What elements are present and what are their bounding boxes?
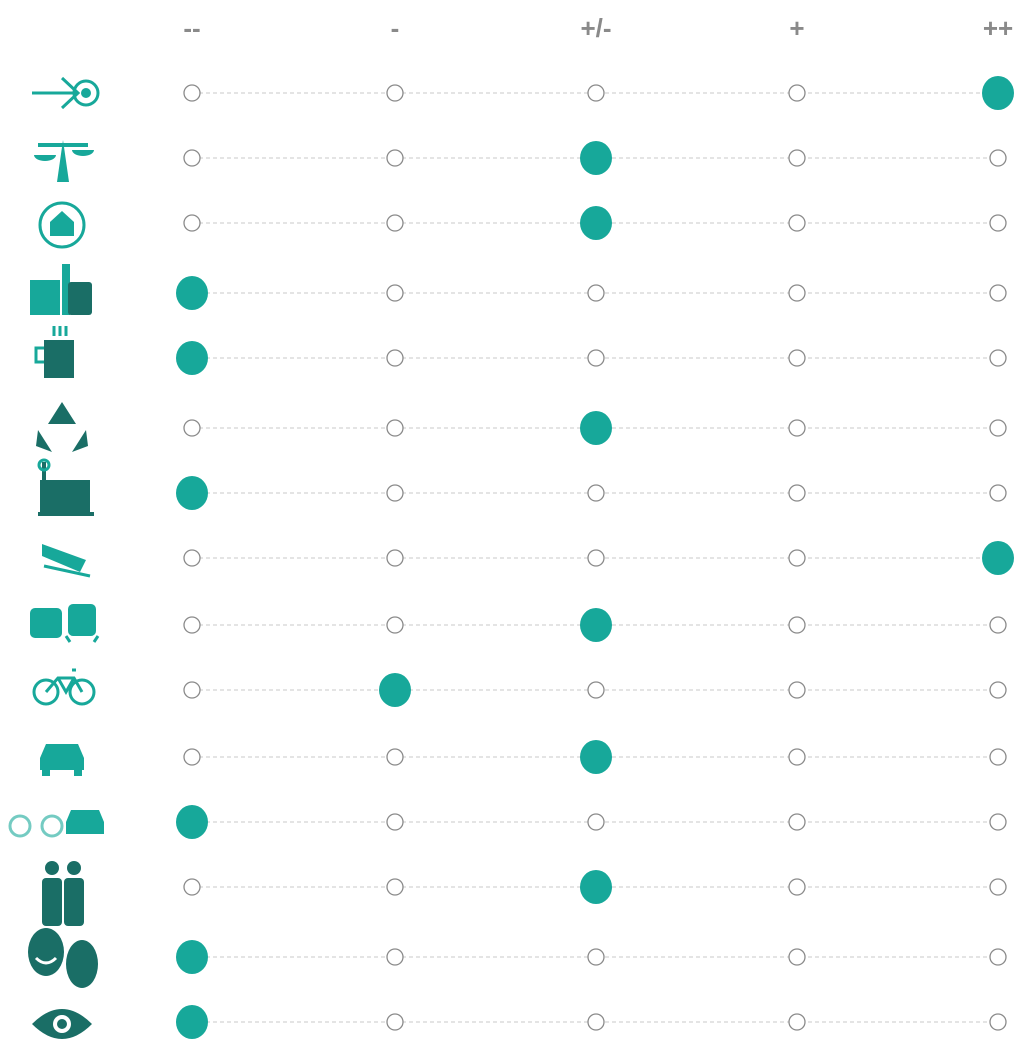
rating-option[interactable] xyxy=(989,284,1007,302)
rating-option-selected[interactable] xyxy=(580,141,612,175)
rating-option[interactable] xyxy=(788,419,806,437)
rating-option-selected[interactable] xyxy=(176,476,208,510)
rating-option-selected[interactable] xyxy=(580,740,612,774)
rating-option[interactable] xyxy=(989,149,1007,167)
rating-option[interactable] xyxy=(183,878,201,896)
rating-option[interactable] xyxy=(386,349,404,367)
icon-people xyxy=(42,861,84,926)
icon-eye xyxy=(32,1009,92,1039)
icon-target xyxy=(32,76,100,110)
rating-option[interactable] xyxy=(587,484,605,502)
rating-option[interactable] xyxy=(587,284,605,302)
rating-option-selected[interactable] xyxy=(580,870,612,904)
rating-option[interactable] xyxy=(386,813,404,831)
rating-option[interactable] xyxy=(587,681,605,699)
rating-option[interactable] xyxy=(989,681,1007,699)
rating-option-selected[interactable] xyxy=(982,76,1014,110)
rating-option[interactable] xyxy=(989,813,1007,831)
rating-option[interactable] xyxy=(788,84,806,102)
rating-option[interactable] xyxy=(989,419,1007,437)
rating-option-selected[interactable] xyxy=(982,541,1014,575)
column-header: -- xyxy=(183,13,200,43)
rating-option[interactable] xyxy=(386,149,404,167)
icon-train xyxy=(42,544,91,578)
column-header: ++ xyxy=(983,13,1013,43)
rating-option[interactable] xyxy=(386,748,404,766)
rating-option-selected[interactable] xyxy=(379,673,411,707)
rating-option[interactable] xyxy=(788,214,806,232)
rating-option[interactable] xyxy=(989,878,1007,896)
rating-option[interactable] xyxy=(386,214,404,232)
rating-option[interactable] xyxy=(587,1013,605,1031)
rating-option[interactable] xyxy=(788,616,806,634)
rating-option[interactable] xyxy=(989,1013,1007,1031)
rating-option[interactable] xyxy=(386,284,404,302)
rating-option[interactable] xyxy=(989,484,1007,502)
icon-buildings xyxy=(30,264,92,315)
column-header: +/- xyxy=(580,13,611,43)
rating-option[interactable] xyxy=(386,616,404,634)
rating-option[interactable] xyxy=(587,813,605,831)
rating-option-selected[interactable] xyxy=(176,276,208,310)
rating-option[interactable] xyxy=(788,1013,806,1031)
icon-home xyxy=(38,201,86,249)
rating-option-selected[interactable] xyxy=(176,940,208,974)
rating-option[interactable] xyxy=(183,681,201,699)
rating-option[interactable] xyxy=(587,549,605,567)
icon-bus-tram xyxy=(30,604,100,643)
rating-option[interactable] xyxy=(587,84,605,102)
rating-option[interactable] xyxy=(788,549,806,567)
rating-option[interactable] xyxy=(788,748,806,766)
rating-option[interactable] xyxy=(989,948,1007,966)
icon-bike-car xyxy=(8,810,104,838)
rating-option[interactable] xyxy=(386,1013,404,1031)
icon-mug xyxy=(34,326,74,378)
rating-option-selected[interactable] xyxy=(176,341,208,375)
icon-factory xyxy=(37,458,94,516)
icon-car xyxy=(40,744,84,776)
icon-bicycle xyxy=(32,668,96,706)
rating-option-selected[interactable] xyxy=(580,608,612,642)
rating-option[interactable] xyxy=(386,948,404,966)
rating-option[interactable] xyxy=(788,349,806,367)
rating-option[interactable] xyxy=(183,149,201,167)
rating-option[interactable] xyxy=(989,214,1007,232)
rating-option[interactable] xyxy=(183,748,201,766)
rating-option[interactable] xyxy=(183,214,201,232)
rating-option[interactable] xyxy=(788,813,806,831)
rating-option-selected[interactable] xyxy=(580,206,612,240)
rating-option[interactable] xyxy=(386,484,404,502)
icon-masks xyxy=(28,928,98,988)
rating-option[interactable] xyxy=(386,878,404,896)
icon-recycle xyxy=(36,402,88,452)
column-header: - xyxy=(391,13,400,43)
rating-option-selected[interactable] xyxy=(176,1005,208,1039)
rating-option-selected[interactable] xyxy=(580,411,612,445)
rating-option[interactable] xyxy=(788,149,806,167)
rating-option[interactable] xyxy=(989,349,1007,367)
rating-option[interactable] xyxy=(788,878,806,896)
row-icons xyxy=(8,76,104,1039)
rating-option[interactable] xyxy=(183,84,201,102)
rating-option[interactable] xyxy=(183,549,201,567)
rating-option[interactable] xyxy=(788,681,806,699)
rating-option[interactable] xyxy=(386,419,404,437)
rating-option-selected[interactable] xyxy=(176,805,208,839)
rating-option[interactable] xyxy=(788,284,806,302)
rating-option[interactable] xyxy=(788,948,806,966)
rating-option[interactable] xyxy=(587,948,605,966)
icon-scales xyxy=(34,140,94,182)
rating-option[interactable] xyxy=(183,616,201,634)
rating-option[interactable] xyxy=(183,419,201,437)
rating-option[interactable] xyxy=(989,616,1007,634)
rating-option[interactable] xyxy=(788,484,806,502)
rating-option[interactable] xyxy=(386,549,404,567)
rating-option[interactable] xyxy=(587,349,605,367)
rating-option[interactable] xyxy=(386,84,404,102)
rating-option[interactable] xyxy=(989,748,1007,766)
column-header: + xyxy=(789,13,804,43)
